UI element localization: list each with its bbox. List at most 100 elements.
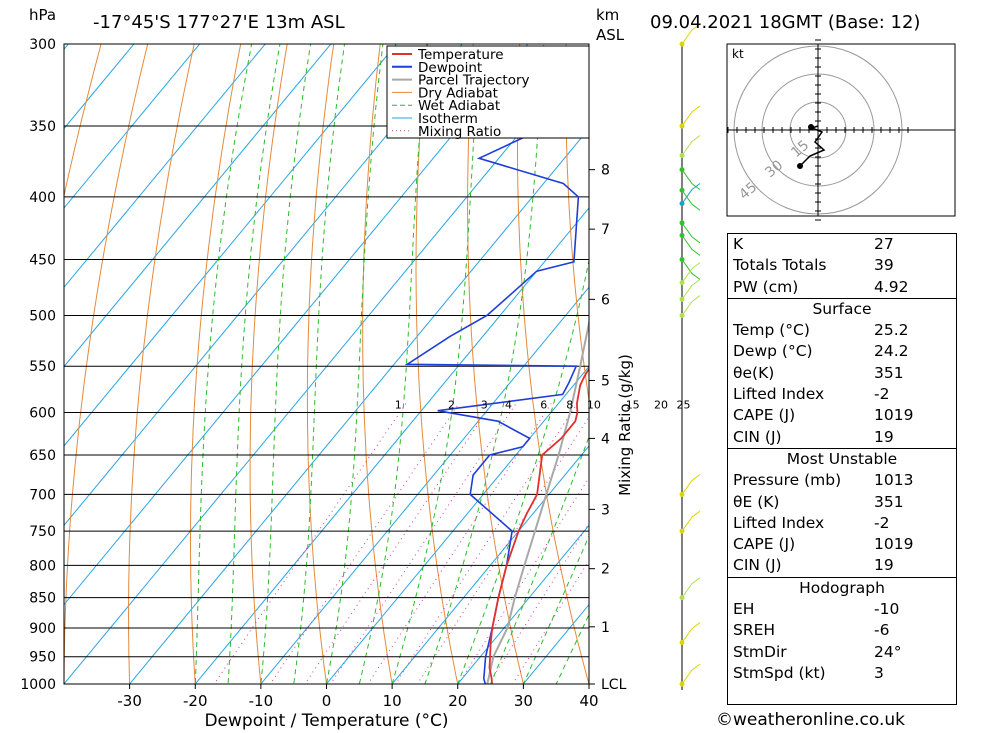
index-row: θE (K) 351 [733,492,904,511]
index-row: Pressure (mb) 1013 [733,471,914,490]
index-row: EH -10 [733,600,900,619]
wind-profile [679,23,701,690]
dry-adiabat-line [978,7,1000,710]
index-row: K 27 [733,235,894,253]
mixing-ratio-tick-label: 3 [481,399,488,412]
location-title: -17°45'S 177°27'E 13m ASL [93,12,345,33]
wind-barb [681,183,701,204]
index-row: Lifted Index -2 [733,385,890,404]
pressure-tick-label: 900 [29,621,56,637]
dry-adiabat-line [467,44,524,684]
wind-barb [681,189,701,211]
mixing-ratio-tick-label: 15 [626,399,640,412]
dry-adiabat-line [362,44,393,684]
index-row: SREH -6 [733,621,890,640]
legend-item: Mixing Ratio [418,124,501,140]
pressure-tick-label: 700 [29,487,56,503]
mixing-ratio-line [458,476,589,684]
legend-box [386,45,590,139]
indices-most-unstable: Most Unstable Pressure (mb) 1013 θE (K) 35… [728,449,956,578]
x-tick-label: -30 [117,692,142,710]
indices-general: K 27 Totals Totals 39 PW (cm) 4.92 [728,234,956,299]
x-tick-label: -20 [183,692,208,710]
pressure-tick-label: 1000 [20,677,56,693]
legend-item: Isotherm [418,111,478,127]
pressure-tick-label: 750 [29,524,56,540]
section-title: Hodograph [799,578,885,597]
km-tick-label: 8 [601,163,610,179]
isotherm-line [64,44,332,368]
x-tick-label: -10 [249,692,274,710]
wet-adiabat-line [194,44,253,684]
axis-labels: 1 2 3 4 6 8 10 15 20 2530035040045050055060065070… [20,37,690,731]
dry-adiabat-line [190,44,242,684]
wind-barb [681,23,701,45]
indices-hodograph: Hodograph EH -10 SREH -6 StmDir 24° StmSpd … [728,578,956,684]
wind-barb [681,510,701,532]
km-tick-label: 7 [601,222,610,238]
wind-barb [681,222,701,244]
pressure-tick-label: 550 [29,359,56,375]
index-row: Totals Totals 39 [733,256,894,275]
profile-series [404,90,589,684]
section-title: Most Unstable [786,449,898,468]
isotherm-line [194,207,589,684]
index-row: Lifted Index -2 [733,513,890,532]
wet-adiabat-line [358,44,429,684]
km-tick-label: 2 [601,562,610,578]
index-row: CIN (J) 19 [733,427,894,446]
isotherm-line [457,524,589,684]
isotherm-line [128,127,589,684]
x-tick-label: 40 [579,692,598,710]
isotherm-line [325,365,589,684]
wind-barb [681,135,701,156]
x-tick-label: 10 [383,692,402,710]
wind-barb [681,105,701,127]
legend-item: Wet Adiabat [418,98,500,114]
km-tick-label: 1 [601,620,610,636]
km-label: km [596,6,620,24]
x-tick-label: 0 [322,692,332,710]
dry-adiabat-line [517,44,589,684]
wet-adiabat-line [293,44,346,684]
x-tick-label: 30 [514,692,533,710]
wind-barb [681,259,701,280]
mixing-ratio-line [367,403,552,684]
wet-adiabat-line [522,534,589,684]
section-title: Surface [812,299,872,318]
wet-adiabat-line [424,44,545,684]
pressure-tick-label: 500 [29,309,56,325]
mixing-ratio-line [488,522,589,684]
dry-adiabat-line [127,44,195,684]
index-row: Temp (°C) 25.2 [733,321,909,340]
wind-barb [681,622,701,643]
hpa-label: hPa [29,6,57,24]
km-tick-label: 3 [601,502,610,518]
wet-adiabat-line [457,257,589,684]
pressure-tick-label: 600 [29,405,56,421]
wet-adiabat-line [490,435,589,684]
wind-barb [681,169,701,191]
wind-barb [681,295,701,316]
mixing-ratio-line [512,559,589,684]
mixing-ratio-tick-label: 10 [587,399,601,412]
dry-adiabat-line [306,44,335,684]
isotherm-line [64,44,201,209]
pressure-tick-label: 300 [29,37,56,53]
mixing-ratio-tick-label: 1 [395,399,402,412]
mixing-ratio-axis-title: Mixing Ratio (g/kg) [616,354,634,496]
mixing-ratio-tick-label: 8 [566,399,573,412]
pressure-tick-label: 350 [29,119,56,135]
wind-barb [681,474,701,495]
isotherm-line [64,44,266,289]
mixing-ratio-tick-label: 2 [448,399,455,412]
km-tick-label: 6 [601,292,610,308]
hodograph-point [797,163,803,169]
mixing-ratio-tick-label: 25 [677,399,691,412]
wet-adiabat-line [391,44,481,684]
index-row: CAPE (J) 1019 [733,535,914,554]
legend-item: Dewpoint [418,60,482,76]
